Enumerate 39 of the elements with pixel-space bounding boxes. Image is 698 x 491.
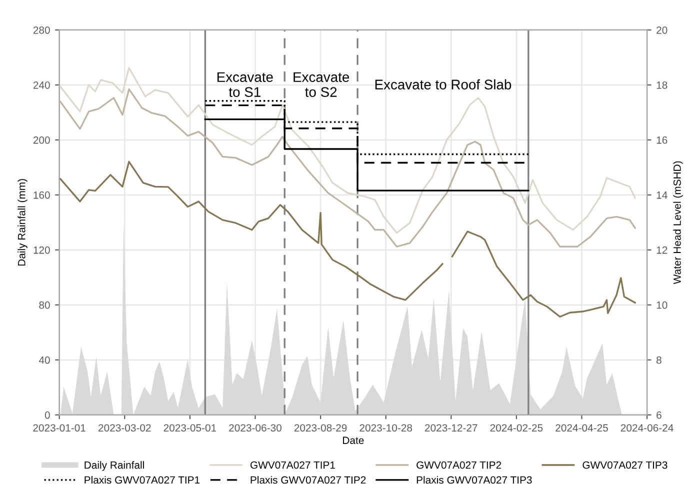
annotation: Excavate to S1 bbox=[217, 72, 273, 97]
y-tick-label: 80 bbox=[39, 301, 50, 309]
y2-axis-title: Water Head Level (mSHD) bbox=[673, 161, 683, 284]
x-tick-label: 2024-06-24 bbox=[620, 424, 674, 432]
annotation: Excavate to S2 bbox=[294, 72, 350, 97]
y-axis-title: Daily Rainfall (mm) bbox=[18, 179, 28, 266]
legend-label: GWV07A027 TIP1 bbox=[250, 461, 335, 469]
y2-tick-label: 8 bbox=[656, 356, 662, 364]
y2-tick-label: 6 bbox=[656, 411, 662, 419]
x-tick-label: 2024-04-25 bbox=[556, 424, 608, 432]
legend-label: Plaxis GWV07A027 TIP3 bbox=[416, 476, 532, 484]
legend-label: Plaxis GWV07A027 TIP2 bbox=[250, 476, 366, 484]
y-tick-label: 160 bbox=[34, 191, 50, 199]
y-tick-label: 240 bbox=[33, 81, 50, 89]
x-tick-label: 2023-08-29 bbox=[294, 424, 347, 432]
x-tick-label: 2023-01-01 bbox=[33, 424, 86, 432]
x-tick-label: 2023-10-28 bbox=[360, 424, 412, 432]
y2-tick-label: 16 bbox=[656, 136, 668, 144]
y2-tick-label: 14 bbox=[656, 192, 668, 199]
x-tick-label: 2023-06-30 bbox=[229, 424, 282, 432]
legend-label: GWV07A027 TIP3 bbox=[582, 461, 668, 469]
legend-label: Daily Rainfall bbox=[84, 461, 144, 471]
y-tick-label: 120 bbox=[34, 246, 50, 254]
y2-tick-label: 18 bbox=[656, 81, 668, 89]
y-tick-label: 200 bbox=[33, 136, 50, 144]
legend-label: Plaxis GWV07A027 TIP1 bbox=[84, 476, 200, 484]
x-axis-title: Date bbox=[343, 436, 364, 444]
x-tick-label: 2023-05-01 bbox=[164, 424, 216, 432]
y-tick-label: 0 bbox=[44, 411, 50, 419]
y2-tick-label: 12 bbox=[656, 246, 668, 254]
x-tick-label: 2023-03-02 bbox=[98, 424, 151, 432]
x-tick-label: 2024-02-25 bbox=[490, 424, 543, 432]
y-tick-label: 280 bbox=[33, 26, 50, 34]
y-tick-label: 40 bbox=[38, 356, 50, 364]
y2-tick-label: 20 bbox=[656, 26, 668, 34]
x-tick-label: 2023-12-27 bbox=[425, 424, 478, 432]
annotation: Excavate to Roof Slab bbox=[375, 79, 512, 90]
legend-label: GWV07A027 TIP2 bbox=[416, 461, 502, 469]
y2-tick-label: 10 bbox=[656, 301, 668, 309]
